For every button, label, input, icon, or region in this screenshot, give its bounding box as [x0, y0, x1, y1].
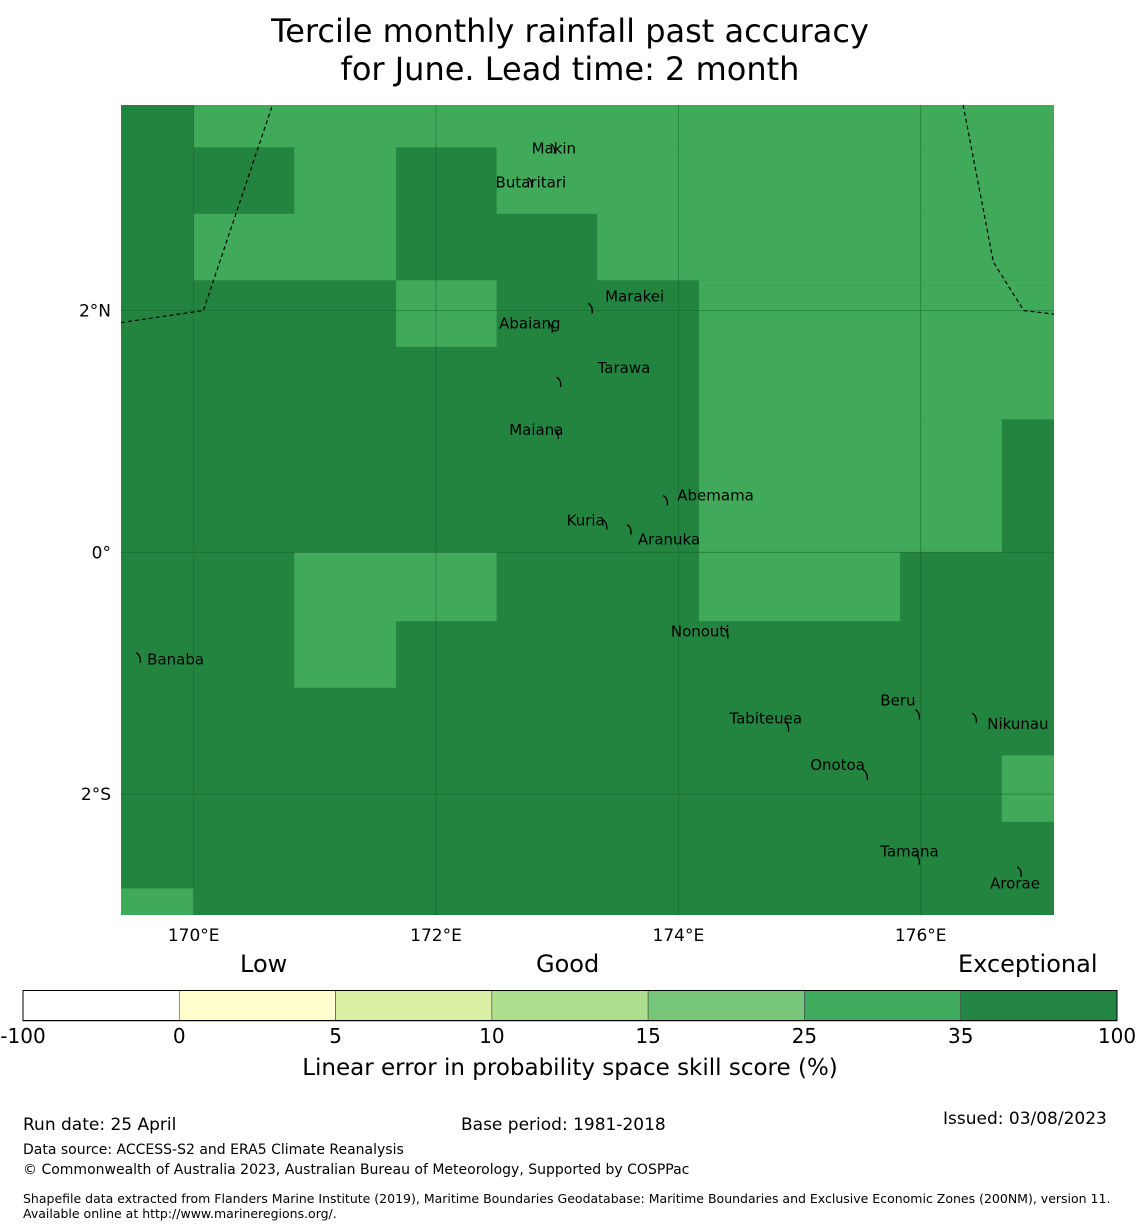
base-period: Base period: 1981-2018 [461, 1115, 666, 1135]
island-outline [556, 376, 562, 388]
skill-cell [698, 280, 1054, 420]
colorbar-tick-label: 15 [635, 1024, 661, 1048]
skill-map: Makin Butaritari Marakei Abaiang Tarawa Maian… [79, 104, 1055, 946]
skill-cell [597, 213, 1054, 281]
lon-tick-label: 176°E [895, 926, 947, 946]
data-source: Data source: ACCESS-S2 and ERA5 Climate … [23, 1142, 404, 1158]
place-label: Kuria [567, 512, 605, 530]
run-date: Run date: 25 April [23, 1115, 177, 1135]
colorbar [22, 990, 1118, 1022]
island-outline [553, 428, 560, 440]
place-label: Makin [532, 140, 577, 158]
colorbar-head-good: Good [536, 950, 600, 978]
island-outline [1016, 866, 1022, 877]
place-label: Onotoa [810, 756, 865, 774]
place-label: Nikunau [987, 715, 1048, 733]
skill-cell [193, 105, 1054, 148]
skill-cell [294, 552, 497, 622]
colorbar-segment [22, 990, 180, 1022]
place-label: Arorae [990, 875, 1040, 893]
colorbar-tick-label: -100 [0, 1024, 46, 1048]
lon-tick-label: 170°E [168, 926, 220, 946]
skill-cell [698, 419, 1002, 553]
island-outline [527, 177, 533, 188]
island-outline [862, 769, 868, 781]
colorbar-tick-label: 35 [947, 1024, 974, 1048]
lat-tick-label: 0° [92, 543, 111, 563]
colorbar-frame [22, 990, 1118, 1021]
colorbar-segment [647, 990, 805, 1022]
map-title-line1: Tercile monthly rainfall past accuracy [271, 12, 869, 50]
island-outline [626, 523, 632, 535]
island-outline [550, 143, 556, 154]
skill-cell [396, 280, 497, 347]
island-outline [971, 712, 978, 724]
island-outline [602, 519, 608, 530]
place-label: Aranuka [638, 531, 700, 549]
colorbar-head-exceptional: Exceptional [958, 950, 1098, 978]
skill-cell [294, 621, 397, 688]
skill-cell [496, 147, 1054, 214]
colorbar-segment [178, 990, 336, 1022]
colorbar-segment [335, 990, 493, 1022]
map-title-line2: for June. Lead time: 2 month [340, 50, 800, 88]
skill-cell [294, 147, 397, 214]
colorbar-tick-label: 25 [791, 1024, 818, 1048]
island-outline [547, 322, 553, 333]
eez-boundary [120, 104, 274, 324]
lat-tick-label: 2°S [81, 785, 111, 805]
colorbar-segment [491, 990, 649, 1022]
place-label: Abaiang [499, 315, 560, 333]
issued-date: Issued: 03/08/2023 [943, 1109, 1107, 1129]
island-outline [587, 302, 593, 314]
place-label: Banaba [147, 651, 204, 669]
colorbar-label: Linear error in probability space skill … [302, 1055, 838, 1081]
eez-boundary [962, 104, 1055, 315]
place-label: Abemama [677, 487, 754, 505]
skill-cell [193, 213, 397, 281]
colorbar-segment [804, 990, 962, 1022]
place-label: Marakei [605, 287, 664, 305]
place-label: Tabiteuea [728, 710, 802, 728]
copyright-notice: © Commonwealth of Australia 2023, Austra… [23, 1162, 690, 1178]
place-label: Tarawa [597, 359, 651, 377]
lon-tick-label: 174°E [653, 926, 705, 946]
colorbar-head-low: Low [240, 950, 288, 978]
place-label: Tamana [879, 843, 938, 861]
place-label: Maiana [509, 421, 563, 439]
colorbar-tick-label: 100 [1097, 1024, 1137, 1048]
island-outline [135, 652, 141, 663]
island-outline [662, 494, 669, 506]
skill-cell [1001, 755, 1054, 822]
place-label: Butaritari [496, 174, 567, 192]
skill-cell [121, 888, 194, 915]
island-outline [914, 708, 921, 720]
colorbar-tick-label: 0 [172, 1024, 186, 1048]
colorbar-segment [960, 990, 1118, 1022]
shapefile-credit: Shapefile data extracted from Flanders M… [23, 1191, 1111, 1221]
island-outline [914, 854, 921, 865]
skill-cell [698, 552, 901, 622]
colorbar-tick-label: 5 [329, 1024, 342, 1048]
lon-tick-label: 172°E [410, 926, 462, 946]
place-label: Nonouti [671, 623, 730, 641]
place-label: Beru [880, 692, 915, 710]
lat-tick-label: 2°N [79, 302, 111, 322]
colorbar-tick-label: 10 [479, 1024, 505, 1048]
island-outline [784, 721, 790, 732]
island-outline [723, 627, 729, 639]
